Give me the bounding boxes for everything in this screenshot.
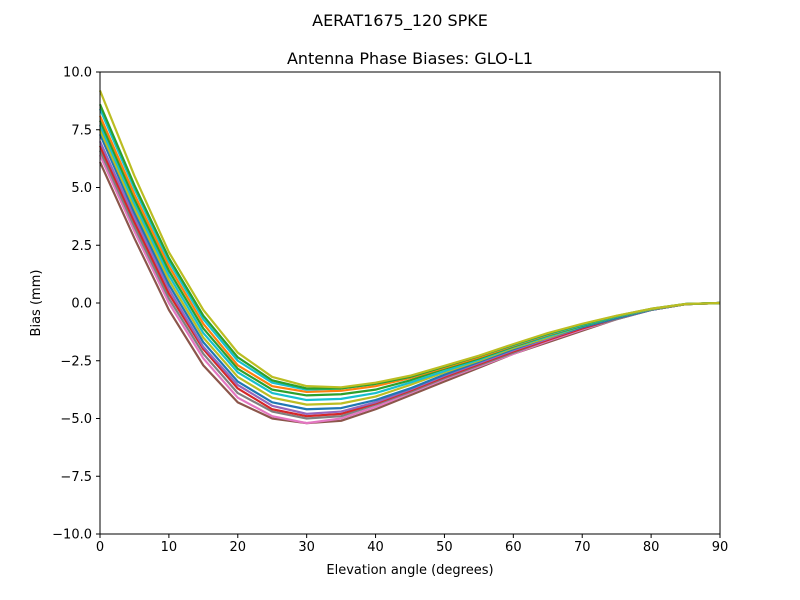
x-axis-label: Elevation angle (degrees) (326, 563, 493, 578)
x-axis: 0 10 20 30 40 50 60 70 80 90 (96, 534, 728, 555)
y-tick-label: −10.0 (52, 528, 92, 543)
y-tick-label: 5.0 (71, 181, 92, 196)
x-tick-label: 80 (643, 540, 660, 555)
series-line-13 (98, 90, 721, 389)
x-tick-label: 40 (367, 540, 384, 555)
series-line-9 (98, 120, 721, 397)
y-axis: −10.0 −7.5 −5.0 −2.5 0.0 2.5 5.0 7.5 10.0 (52, 66, 100, 543)
x-tick-label: 30 (298, 540, 315, 555)
plot-lines (98, 90, 721, 425)
x-tick-label: 0 (96, 540, 104, 555)
series-line-7 (98, 129, 721, 406)
x-tick-label: 10 (161, 540, 178, 555)
x-tick-label: 20 (230, 540, 247, 555)
y-tick-label: 2.5 (71, 239, 92, 254)
y-tick-label: −7.5 (60, 470, 92, 485)
chart-title: Antenna Phase Biases: GLO-L1 (287, 49, 533, 68)
series-line-12 (98, 103, 721, 390)
series-line-5 (98, 140, 721, 415)
y-tick-label: 0.0 (71, 297, 92, 312)
y-tick-label: −5.0 (60, 412, 92, 427)
series-line-8 (98, 124, 721, 402)
x-tick-label: 50 (436, 540, 453, 555)
x-tick-label: 70 (574, 540, 591, 555)
y-tick-label: −2.5 (60, 354, 92, 369)
x-tick-label: 90 (712, 540, 729, 555)
y-axis-label: Bias (mm) (29, 270, 44, 337)
figure-suptitle: AERAT1675_120 SPKE (312, 11, 488, 31)
series-line-6 (98, 133, 721, 411)
y-tick-label: 7.5 (71, 123, 92, 138)
x-tick-label: 60 (505, 540, 522, 555)
y-tick-label: 10.0 (63, 66, 92, 81)
